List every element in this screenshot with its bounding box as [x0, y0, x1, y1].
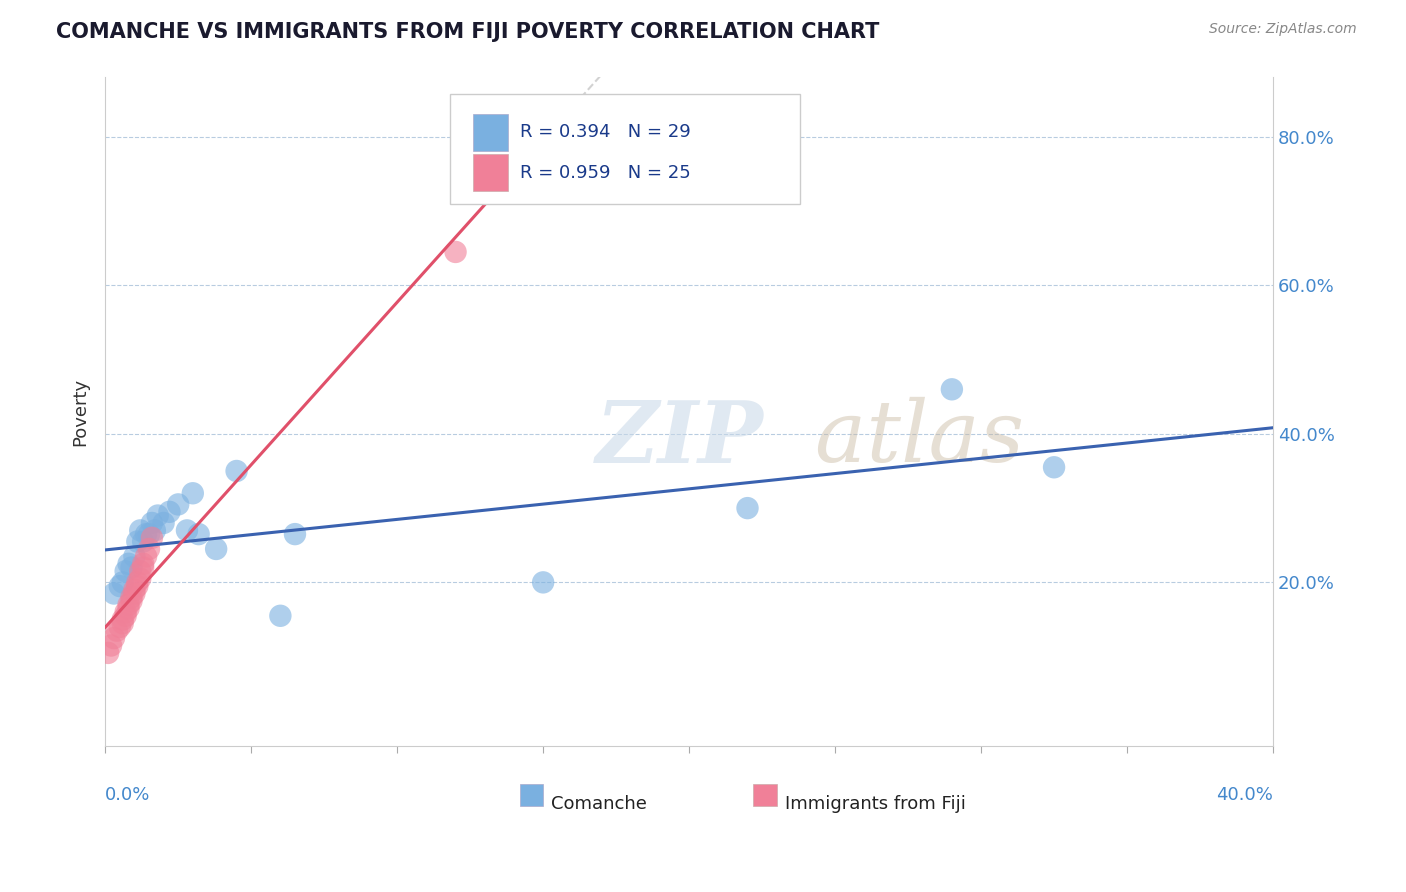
Text: atlas: atlas	[596, 397, 1024, 480]
Point	[103, 631, 125, 645]
Y-axis label: Poverty: Poverty	[72, 377, 89, 446]
Point	[114, 605, 136, 619]
Point	[132, 534, 155, 549]
Point	[269, 608, 291, 623]
Text: R = 0.959   N = 25: R = 0.959 N = 25	[520, 164, 690, 182]
Point	[129, 524, 152, 538]
Text: Immigrants from Fiji: Immigrants from Fiji	[785, 795, 966, 814]
Text: 0.0%: 0.0%	[105, 786, 150, 804]
Point	[187, 527, 209, 541]
Point	[444, 244, 467, 259]
Point	[124, 582, 146, 597]
Point	[132, 557, 155, 571]
Point	[138, 541, 160, 556]
Point	[127, 579, 149, 593]
Text: Comanche: Comanche	[551, 795, 647, 814]
Point	[117, 601, 139, 615]
Point	[141, 531, 163, 545]
Point	[143, 524, 166, 538]
Text: R = 0.394   N = 29: R = 0.394 N = 29	[520, 123, 690, 141]
Point	[111, 616, 134, 631]
Point	[114, 608, 136, 623]
Point	[167, 497, 190, 511]
Bar	[472, 154, 508, 191]
Point	[111, 613, 134, 627]
Point	[121, 591, 143, 605]
Point	[941, 382, 963, 396]
Point	[117, 557, 139, 571]
Point	[124, 549, 146, 564]
Point	[138, 527, 160, 541]
Text: COMANCHE VS IMMIGRANTS FROM FIJI POVERTY CORRELATION CHART: COMANCHE VS IMMIGRANTS FROM FIJI POVERTY…	[56, 22, 880, 42]
Point	[129, 572, 152, 586]
Point	[97, 646, 120, 660]
Point	[124, 586, 146, 600]
Point	[531, 575, 554, 590]
Text: ZIP: ZIP	[596, 397, 763, 480]
Bar	[520, 784, 543, 805]
Point	[135, 549, 157, 564]
Point	[127, 534, 149, 549]
Point	[1043, 460, 1066, 475]
Point	[111, 575, 134, 590]
Point	[135, 527, 157, 541]
Point	[205, 541, 228, 556]
Point	[127, 575, 149, 590]
Bar	[472, 114, 508, 151]
Point	[225, 464, 247, 478]
Point	[132, 560, 155, 574]
Point	[181, 486, 204, 500]
Point	[737, 501, 759, 516]
Point	[121, 560, 143, 574]
Point	[176, 524, 198, 538]
Point	[129, 564, 152, 578]
FancyBboxPatch shape	[450, 95, 800, 204]
Text: 40.0%: 40.0%	[1216, 786, 1272, 804]
Point	[108, 620, 131, 634]
Point	[105, 624, 128, 638]
Point	[100, 639, 122, 653]
Point	[146, 508, 169, 523]
Point	[108, 579, 131, 593]
Point	[114, 564, 136, 578]
Point	[284, 527, 307, 541]
Point	[103, 586, 125, 600]
Point	[117, 598, 139, 612]
Text: Source: ZipAtlas.com: Source: ZipAtlas.com	[1209, 22, 1357, 37]
Point	[152, 516, 174, 530]
Point	[159, 505, 181, 519]
Bar	[754, 784, 776, 805]
Point	[121, 594, 143, 608]
Point	[141, 516, 163, 530]
